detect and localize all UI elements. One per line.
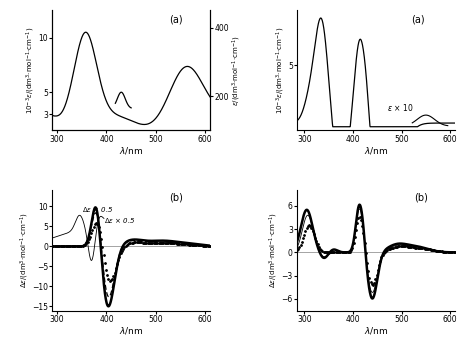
Text: (a): (a) bbox=[411, 14, 424, 24]
Text: $\Delta\varepsilon$ × 0.5: $\Delta\varepsilon$ × 0.5 bbox=[82, 205, 114, 214]
Text: (b): (b) bbox=[169, 192, 183, 202]
Y-axis label: 10$^{-3}$$\varepsilon$/(dm$^3$$\cdot$mol$^{-1}$$\cdot$cm$^{-1}$): 10$^{-3}$$\varepsilon$/(dm$^3$$\cdot$mol… bbox=[25, 27, 37, 114]
Y-axis label: $\Delta\varepsilon$/(dm$^3$$\cdot$mol$^{-1}$$\cdot$cm$^{-1}$): $\Delta\varepsilon$/(dm$^3$$\cdot$mol$^{… bbox=[18, 213, 31, 288]
Text: (a): (a) bbox=[169, 14, 182, 24]
Text: (b): (b) bbox=[414, 192, 428, 202]
Y-axis label: $\varepsilon$/(dm$^3$$\cdot$mol$^{-1}$$\cdot$cm$^{-1}$): $\varepsilon$/(dm$^3$$\cdot$mol$^{-1}$$\… bbox=[230, 35, 243, 106]
X-axis label: $\lambda$/nm: $\lambda$/nm bbox=[119, 145, 143, 156]
Y-axis label: 10$^{-3}$$\varepsilon$/(dm$^3$$\cdot$mol$^{-1}$$\cdot$cm$^{-1}$): 10$^{-3}$$\varepsilon$/(dm$^3$$\cdot$mol… bbox=[274, 27, 287, 114]
Text: $\Delta\varepsilon$ × 0.5: $\Delta\varepsilon$ × 0.5 bbox=[104, 216, 136, 225]
X-axis label: $\lambda$/nm: $\lambda$/nm bbox=[364, 325, 388, 336]
X-axis label: $\lambda$/nm: $\lambda$/nm bbox=[364, 145, 388, 156]
X-axis label: $\lambda$/nm: $\lambda$/nm bbox=[119, 325, 143, 336]
Y-axis label: $\Delta\varepsilon$/(dm$^3$$\cdot$mol$^{-1}$$\cdot$cm$^{-1}$): $\Delta\varepsilon$/(dm$^3$$\cdot$mol$^{… bbox=[268, 213, 280, 288]
Text: $\varepsilon$ × 10: $\varepsilon$ × 10 bbox=[387, 102, 414, 113]
